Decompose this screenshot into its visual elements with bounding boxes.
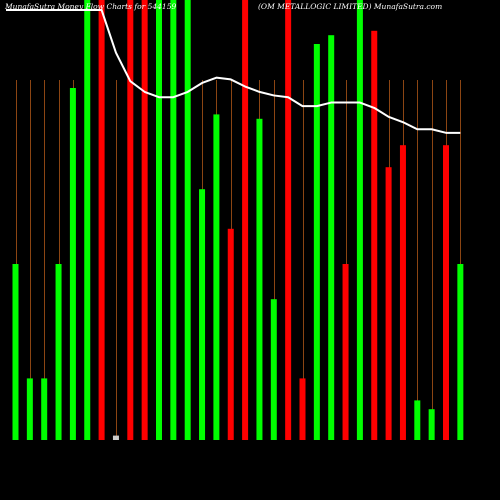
volume-bar (256, 118, 263, 441)
volume-bar (127, 0, 134, 440)
volume-bar (69, 88, 76, 440)
volume-bar (399, 145, 406, 440)
volume-bar (156, 0, 162, 440)
volume-bar (12, 264, 19, 440)
volume-bar (342, 264, 349, 440)
volume-bar (26, 378, 33, 440)
chart-header-right: (OM METALLOGIC LIMITED) MunafaSutra.com (258, 2, 443, 11)
volume-bar (443, 145, 449, 440)
volume-bar (184, 0, 191, 440)
volume-bar (414, 400, 421, 440)
volume-bar (141, 0, 148, 440)
volume-bar (285, 0, 292, 440)
volume-bar (242, 0, 249, 440)
volume-bar (199, 189, 206, 440)
chart-header-left: MunafaSutra Money Flow Charts for 544159 (5, 2, 177, 11)
volume-bar (170, 0, 177, 440)
volume-bar (371, 30, 378, 441)
volume-bar (213, 114, 220, 441)
volume-bar (55, 264, 62, 440)
volume-bar (84, 0, 91, 440)
volume-bar (270, 299, 277, 440)
volume-bar (98, 0, 105, 440)
volume-bar (457, 264, 464, 440)
volume-bar (385, 167, 392, 440)
volume-bar (299, 378, 306, 440)
price-line (6, 9, 461, 134)
volume-bar (227, 228, 234, 440)
volume-bar (328, 35, 335, 440)
volume-bar (41, 378, 48, 440)
volume-bar (313, 44, 320, 440)
volume-bar (428, 409, 435, 440)
volume-bar (112, 435, 119, 440)
volume-bar (356, 0, 363, 440)
